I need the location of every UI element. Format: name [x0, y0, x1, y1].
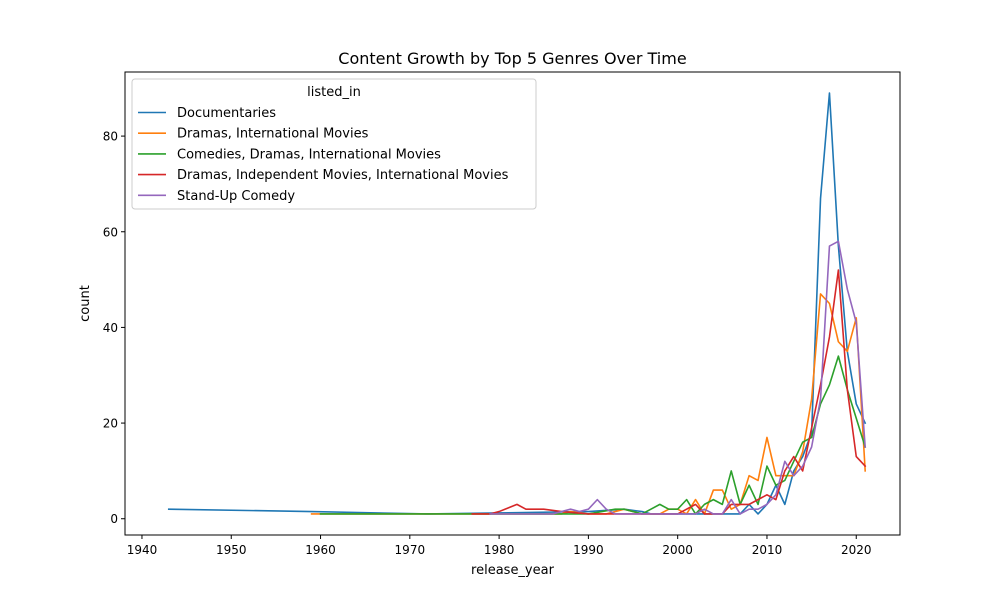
legend-label-2: Dramas, International Movies [177, 127, 369, 142]
plot-frame [124, 71, 901, 536]
y-axis: 0 20 40 60 80 [103, 130, 125, 526]
y-tick-label: 80 [103, 130, 118, 144]
chart-title: Content Growth by Top 5 Genres Over Time [338, 49, 686, 68]
legend-items: Documentaries Dramas, International Movie… [138, 106, 509, 204]
x-tick-label: 2000 [662, 543, 693, 557]
legend-label-3: Comedies, Dramas, International Movies [177, 147, 441, 162]
legend-box [131, 78, 537, 210]
x-tick-label: 2010 [752, 543, 783, 557]
x-tick-label: 1960 [305, 543, 336, 557]
legend: listed_in Documentaries Dramas, Internati… [131, 78, 537, 210]
x-tick-label: 2020 [841, 543, 872, 557]
x-tick-label: 1970 [395, 543, 426, 557]
y-tick-label: 40 [103, 321, 118, 335]
y-tick-label: 20 [103, 417, 118, 431]
x-tick-label: 1980 [484, 543, 515, 557]
legend-label-5: Stand-Up Comedy [177, 189, 295, 204]
x-axis: 1940 1950 1960 1970 1980 1990 2000 2010 2020 [127, 535, 872, 557]
y-axis-label: count [78, 285, 93, 322]
y-tick-label: 60 [103, 225, 118, 239]
legend-label-4: Dramas, Independent Movies, Internationa… [177, 168, 509, 183]
x-tick-label: 1990 [573, 543, 604, 557]
y-tick-label: 0 [110, 512, 118, 526]
x-tick-label: 1940 [127, 543, 158, 557]
legend-title: listed_in [307, 85, 361, 100]
series-line-4 [471, 269, 867, 515]
series-layer [167, 92, 867, 515]
x-axis-label: release_year [471, 563, 555, 578]
x-tick-label: 1950 [216, 543, 247, 557]
legend-label-1: Documentaries [177, 106, 276, 121]
series-line-5 [489, 240, 867, 515]
